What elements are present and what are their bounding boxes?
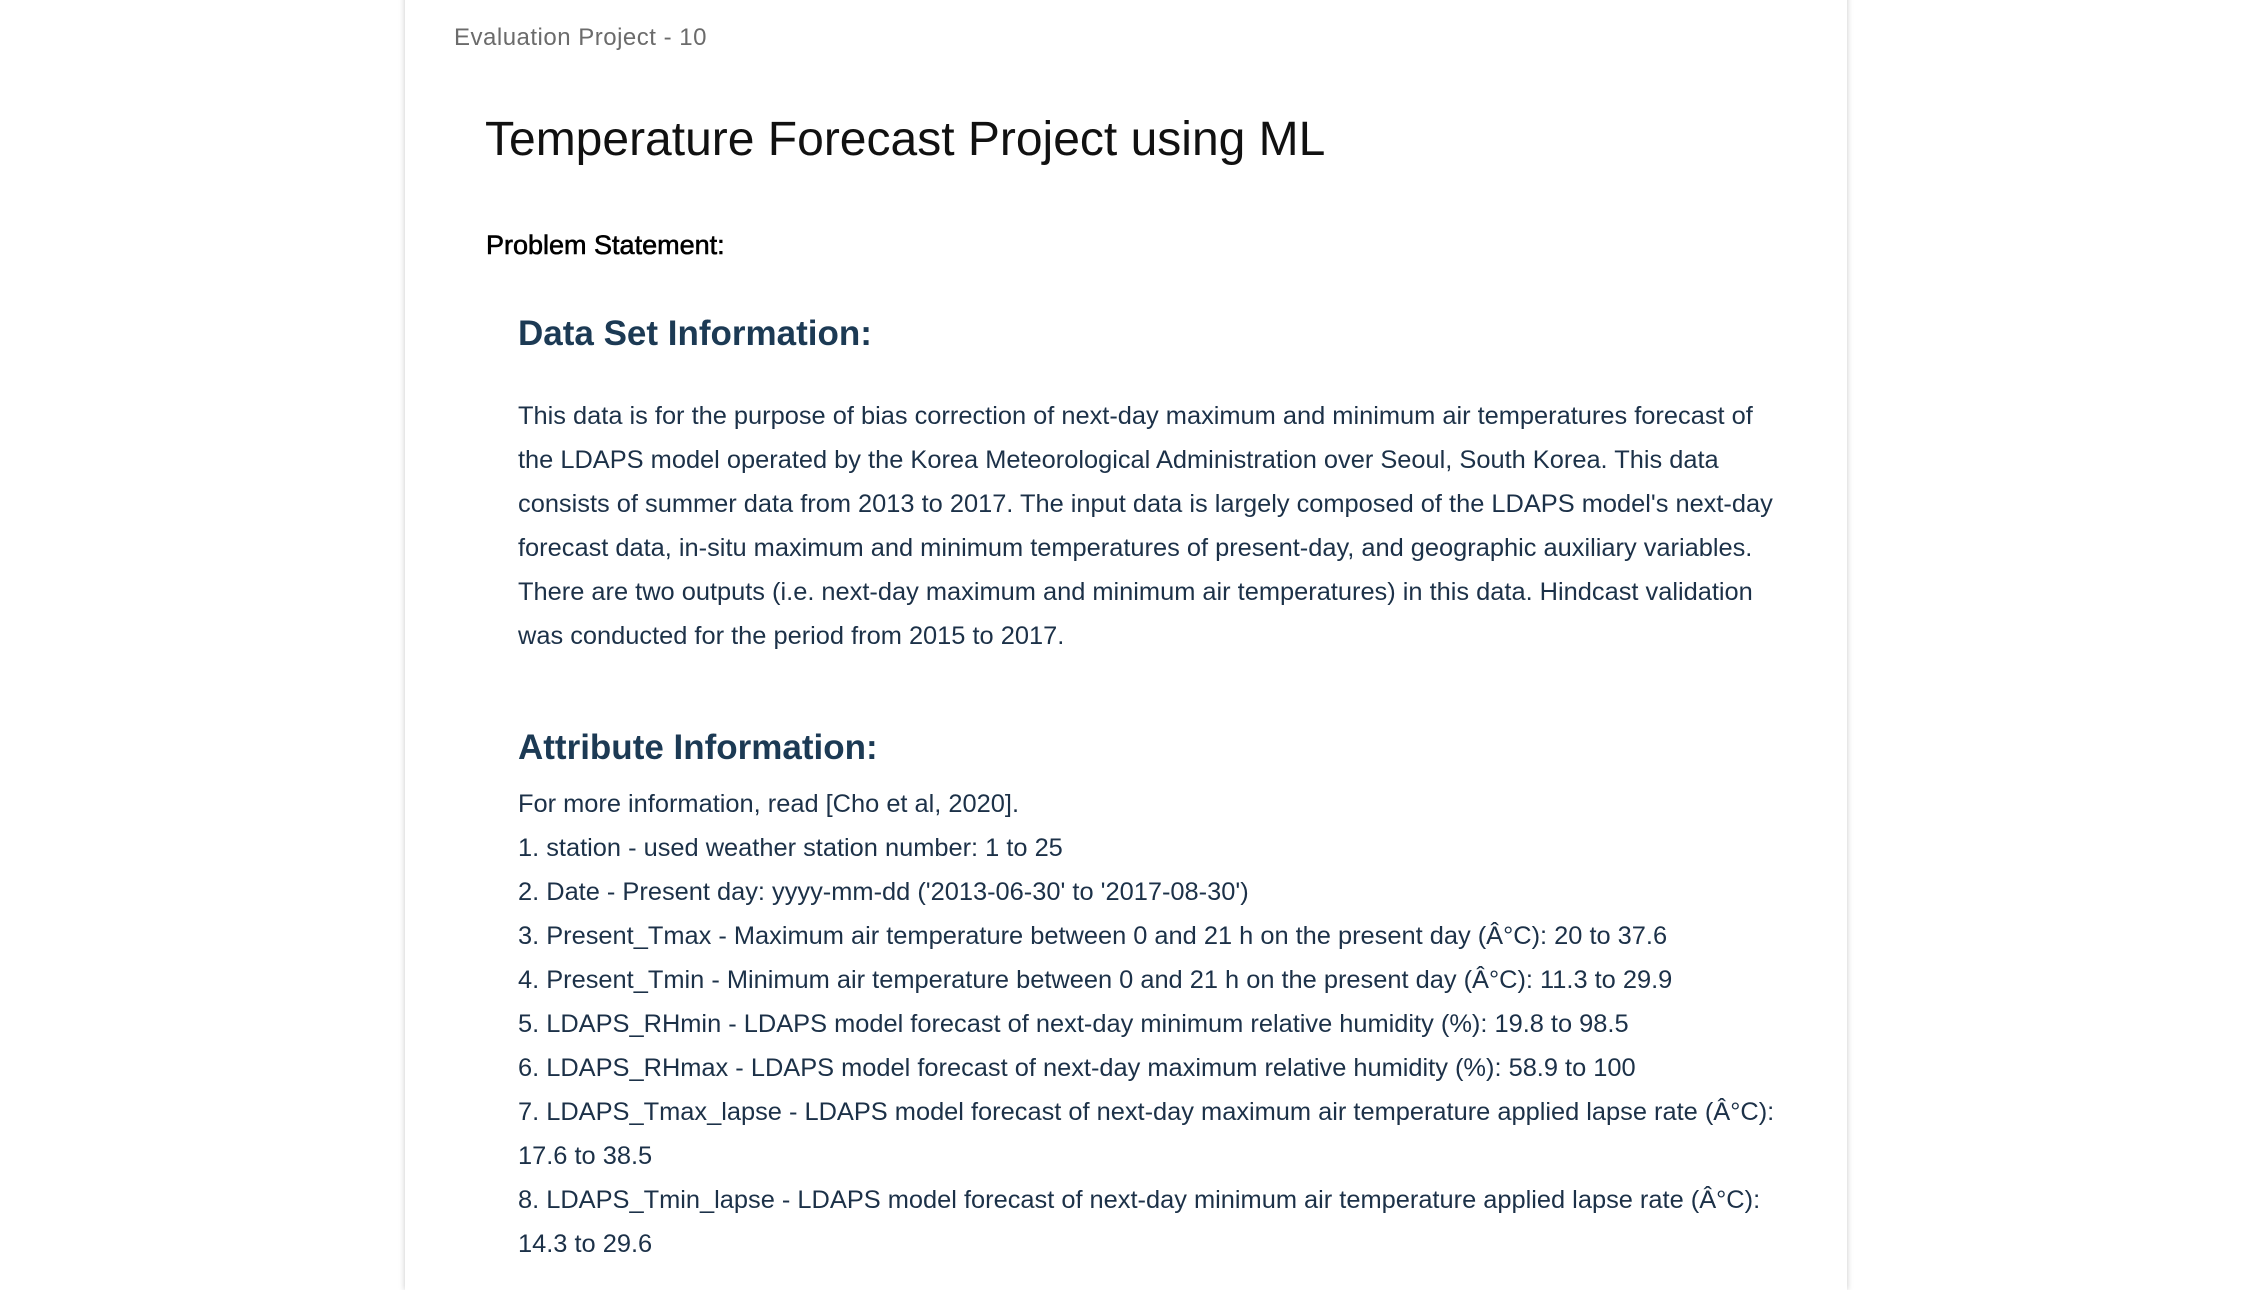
attribute-list: For more information, read [Cho et al, 2… — [518, 782, 1778, 1266]
attribute-intro: For more information, read [Cho et al, 2… — [518, 790, 1020, 818]
document-page: Evaluation Project - 10 Temperature Fore… — [405, 0, 1847, 1290]
attribute-item: 6. LDAPS_RHmax - LDAPS model forecast of… — [518, 1054, 1636, 1082]
attribute-item: 4. Present_Tmin - Minimum air temperatur… — [518, 966, 1673, 994]
attribute-item: 8. LDAPS_Tmin_lapse - LDAPS model foreca… — [518, 1186, 1761, 1258]
page-title: Temperature Forecast Project using ML — [485, 113, 1326, 166]
project-label: Evaluation Project - 10 — [454, 24, 707, 51]
problem-statement-label: Problem Statement: — [486, 230, 725, 261]
attribute-item: 3. Present_Tmax - Maximum air temperatur… — [518, 922, 1668, 950]
attribute-item: 7. LDAPS_Tmax_lapse - LDAPS model foreca… — [518, 1098, 1775, 1170]
attribute-item: 1. station - used weather station number… — [518, 834, 1063, 862]
attribute-item: 5. LDAPS_RHmin - LDAPS model forecast of… — [518, 1010, 1629, 1038]
attribute-item: 2. Date - Present day: yyyy-mm-dd ('2013… — [518, 878, 1249, 906]
dataset-info-heading: Data Set Information: — [518, 314, 872, 353]
attribute-info-heading: Attribute Information: — [518, 728, 878, 767]
dataset-info-paragraph: This data is for the purpose of bias cor… — [518, 402, 1773, 650]
